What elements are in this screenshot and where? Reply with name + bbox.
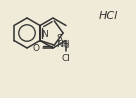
Text: N: N xyxy=(41,29,48,39)
Text: S: S xyxy=(56,34,62,43)
Text: 2: 2 xyxy=(65,43,69,49)
Text: HCl: HCl xyxy=(98,11,118,21)
Text: O: O xyxy=(33,44,40,53)
Text: NH: NH xyxy=(56,40,70,49)
Text: Cl: Cl xyxy=(61,54,70,63)
